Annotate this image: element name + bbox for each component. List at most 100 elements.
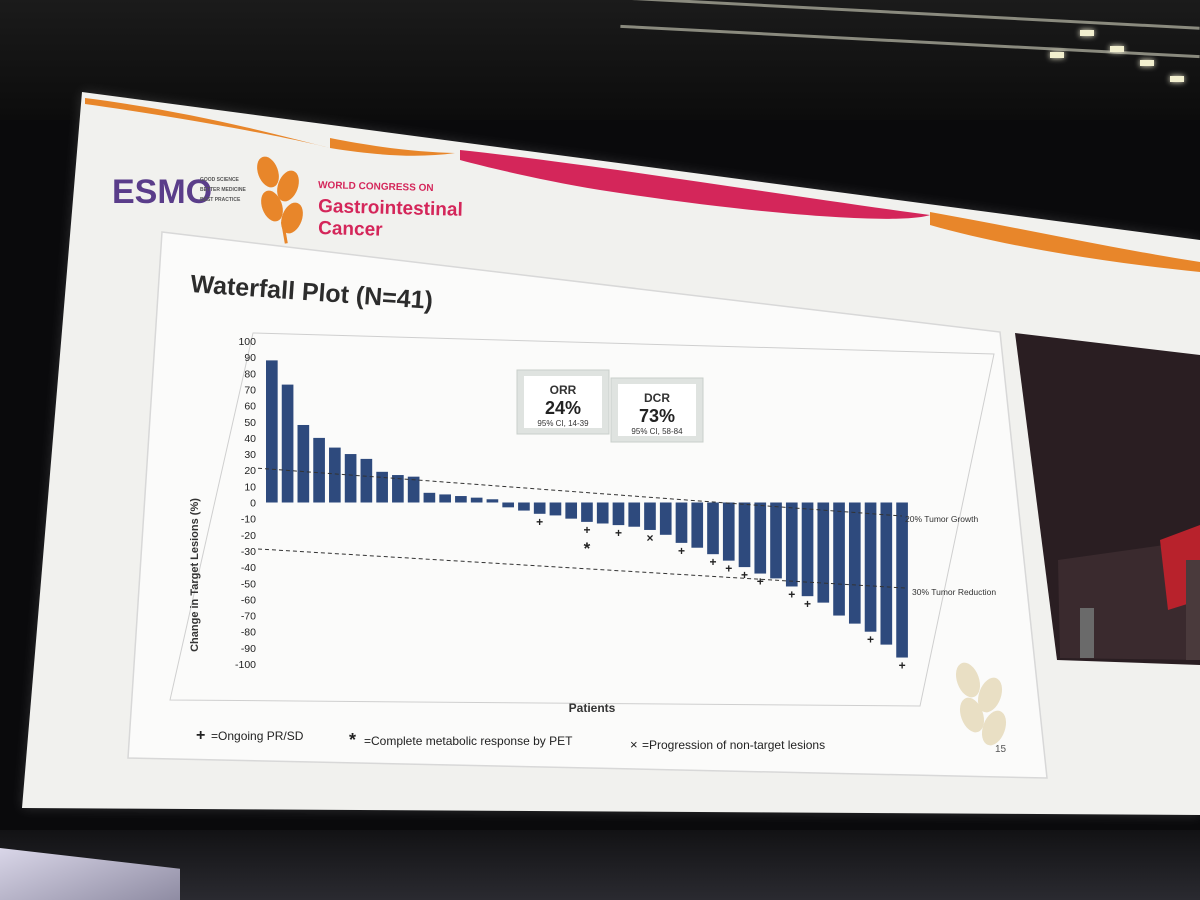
bar (329, 447, 341, 503)
bar (486, 499, 499, 503)
dcr-stat-box: DCR 73% 95% CI, 58-84 (610, 377, 704, 443)
stage-floor (0, 830, 1200, 900)
y-axis: 1009080706050403020100-10-20-30-40-50-60… (235, 336, 256, 671)
bar (533, 502, 546, 514)
bar (612, 502, 625, 526)
bar (439, 494, 451, 503)
bar (659, 502, 672, 535)
plus-marker: + (899, 659, 906, 673)
bar (675, 502, 688, 543)
waterfall-chart: 1009080706050403020100-10-20-30-40-50-60… (235, 336, 908, 673)
ceiling-lamp (1050, 52, 1064, 58)
watermark-wheat-icon (955, 662, 1007, 746)
x-axis-label: Patients (569, 701, 616, 715)
y-tick-label: -100 (235, 659, 256, 671)
bar (880, 502, 893, 645)
y-tick-label: 60 (244, 401, 256, 413)
orr-label: ORR (550, 383, 577, 397)
plus-marker: + (741, 568, 748, 582)
bar (360, 458, 373, 503)
y-tick-label: 30 (244, 449, 256, 461)
y-tick-label: 10 (244, 481, 256, 493)
plus-marker: + (536, 515, 543, 529)
bar (628, 502, 641, 527)
header-swoosh (930, 212, 1200, 272)
esmo-tagline: BETTER MEDICINE (200, 187, 247, 193)
stat-box-inner (524, 376, 602, 428)
plus-marker: + (709, 555, 716, 569)
bar (565, 502, 578, 519)
ceiling-lamp (1170, 76, 1184, 82)
bar (817, 502, 830, 603)
reference-line (257, 467, 903, 517)
legend-plus-icon: + (196, 727, 205, 744)
header-swoosh (330, 138, 455, 156)
asterisk-marker: * (584, 539, 591, 558)
legend-text: =Complete metabolic response by PET (364, 734, 573, 748)
bar (549, 502, 562, 516)
dcr-value: 73% (639, 406, 675, 426)
bar (423, 492, 436, 503)
bar (518, 502, 530, 511)
congress-title: Cancer (318, 218, 384, 241)
plus-marker: + (583, 523, 590, 537)
bar (581, 502, 593, 522)
bar (896, 502, 908, 658)
bar (455, 496, 467, 503)
bar (864, 502, 877, 632)
legend: + =Ongoing PR/SD * =Complete metabolic r… (196, 727, 825, 752)
bar (344, 454, 357, 503)
plus-marker: + (678, 544, 685, 558)
congress-title: Gastrointestinal (318, 196, 463, 221)
video-podium-mic (1080, 608, 1094, 658)
bar (644, 502, 656, 530)
ref-line-label: 20% Tumor Growth (905, 514, 978, 524)
y-tick-label: -60 (241, 594, 256, 606)
bar (392, 475, 404, 503)
bar (313, 437, 325, 503)
orr-stat-box: ORR 24% 95% CI, 14-39 (516, 369, 610, 435)
bar (502, 502, 515, 508)
ceiling-rig (0, 0, 1200, 120)
plus-marker: + (615, 526, 622, 540)
ceiling-lamp (1080, 30, 1094, 36)
bar (376, 471, 388, 503)
bar (754, 502, 767, 574)
bar (596, 502, 609, 524)
esmo-logo: ESMO GOOD SCIENCE BETTER MEDICINE BEST P… (112, 173, 247, 211)
bar (722, 502, 735, 561)
y-tick-label: -40 (241, 562, 256, 574)
legend-asterisk-icon: * (349, 730, 356, 750)
y-tick-label: -50 (241, 578, 256, 590)
y-tick-label: -80 (241, 627, 256, 639)
bar (266, 360, 278, 503)
stat-box-inner (618, 384, 696, 436)
y-tick-label: 40 (244, 433, 256, 445)
wheat-logo-icon (257, 156, 303, 244)
page-number: 15 (995, 744, 1007, 755)
y-tick-label: -90 (241, 643, 256, 655)
y-tick-label: 0 (250, 498, 256, 510)
reference-lines (257, 467, 906, 589)
bar (848, 502, 861, 624)
bar (738, 502, 751, 568)
ceiling-lamp (1140, 60, 1154, 66)
header-swoosh (460, 150, 930, 219)
y-tick-label: -70 (241, 611, 256, 623)
bar-markers: + + * + × + + + + + + + + + (536, 515, 905, 673)
bar (470, 497, 483, 503)
plus-marker: + (867, 633, 874, 647)
y-tick-label: 20 (244, 465, 256, 477)
esmo-tagline: BEST PRACTICE (200, 197, 241, 203)
bar (407, 476, 420, 503)
bar (833, 502, 845, 616)
y-tick-label: -10 (241, 514, 256, 526)
dcr-ci: 95% CI, 58-84 (631, 427, 683, 436)
legend-cross-icon: × (630, 737, 638, 752)
y-tick-label: 80 (244, 368, 256, 380)
ceiling-lamp (1110, 46, 1124, 52)
dcr-label: DCR (644, 391, 670, 405)
legend-text: =Ongoing PR/SD (211, 729, 304, 743)
legend-text: =Progression of non-target lesions (642, 738, 825, 752)
